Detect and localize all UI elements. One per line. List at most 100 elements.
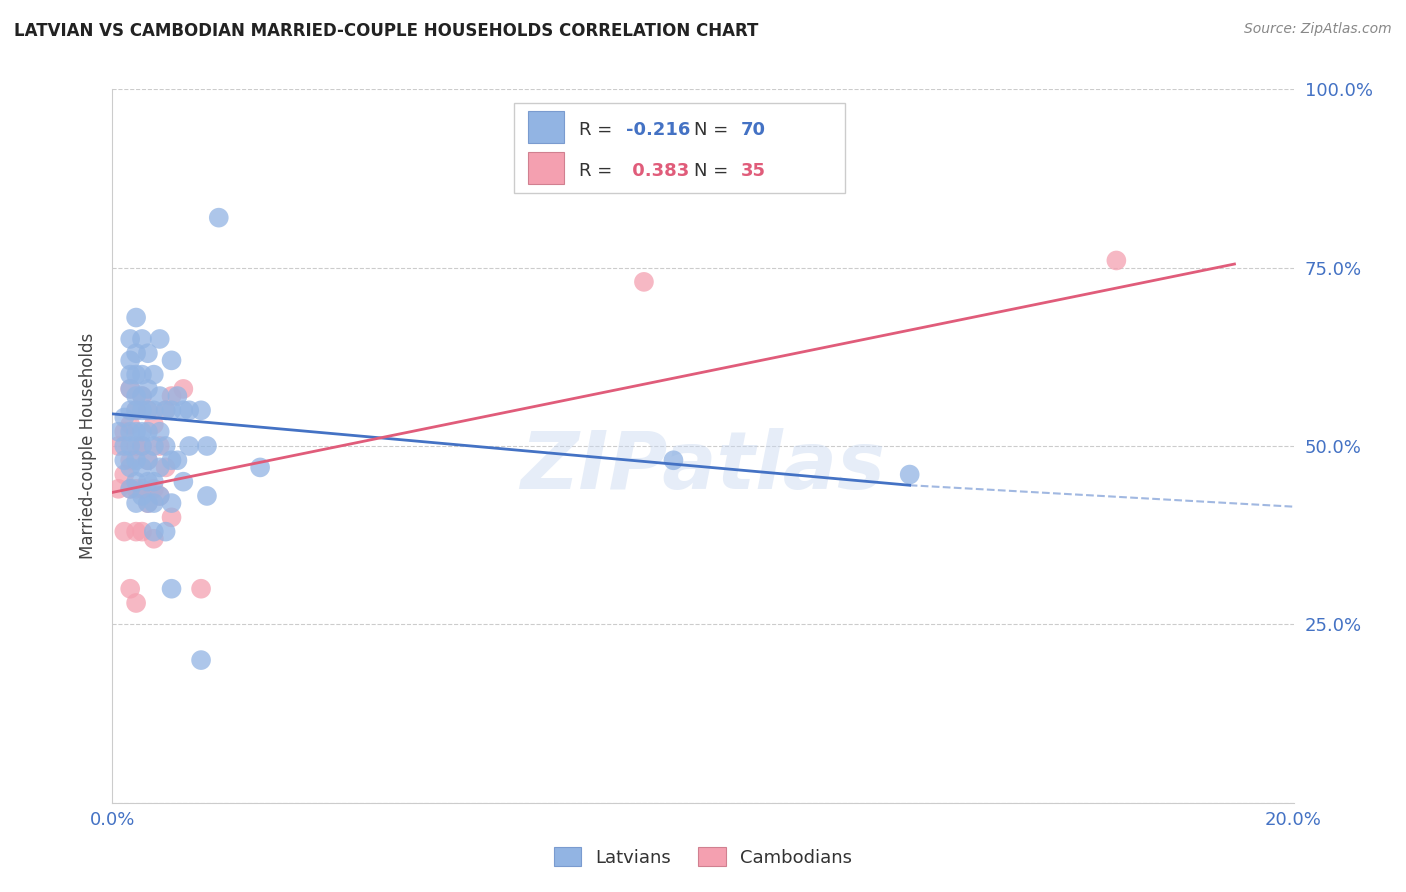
Point: [125, 403, 148, 417]
Point: [131, 389, 153, 403]
Text: 70: 70: [741, 121, 766, 139]
Point: [131, 439, 153, 453]
FancyBboxPatch shape: [529, 152, 564, 184]
Point: [249, 460, 271, 475]
Point: [125, 453, 148, 467]
Point: [155, 403, 177, 417]
Text: 35: 35: [741, 162, 766, 180]
Point: [107, 425, 129, 439]
Point: [120, 332, 142, 346]
Point: [120, 417, 142, 432]
Point: [149, 489, 172, 503]
Point: [131, 368, 153, 382]
Text: -0.216: -0.216: [626, 121, 690, 139]
Point: [662, 453, 685, 467]
Point: [142, 368, 165, 382]
Point: [160, 389, 183, 403]
Point: [125, 368, 148, 382]
Point: [120, 353, 142, 368]
Text: R =: R =: [579, 162, 619, 180]
Point: [125, 524, 148, 539]
Point: [120, 425, 142, 439]
Point: [112, 453, 135, 467]
Point: [136, 453, 159, 467]
Point: [112, 467, 135, 482]
Y-axis label: Married-couple Households: Married-couple Households: [79, 333, 97, 559]
Point: [160, 353, 183, 368]
Point: [125, 439, 148, 453]
Point: [131, 389, 153, 403]
Point: [142, 482, 165, 496]
Point: [125, 389, 148, 403]
Point: [142, 475, 165, 489]
Point: [120, 382, 142, 396]
Point: [149, 489, 172, 503]
Point: [208, 211, 231, 225]
Point: [120, 382, 142, 396]
Point: [131, 524, 153, 539]
Point: [136, 346, 159, 360]
Point: [125, 425, 148, 439]
Point: [160, 403, 183, 417]
Point: [125, 475, 148, 489]
Point: [131, 460, 153, 475]
Point: [120, 482, 142, 496]
Point: [160, 496, 183, 510]
Point: [136, 403, 159, 417]
Point: [179, 439, 201, 453]
Point: [149, 439, 172, 453]
Point: [166, 453, 188, 467]
Point: [149, 460, 172, 475]
Point: [125, 346, 148, 360]
Point: [179, 403, 201, 417]
Point: [131, 482, 153, 496]
Point: [120, 439, 142, 453]
Point: [120, 453, 142, 467]
Point: [155, 460, 177, 475]
Point: [136, 453, 159, 467]
Point: [112, 410, 135, 425]
Point: [195, 489, 218, 503]
Point: [142, 496, 165, 510]
Point: [142, 439, 165, 453]
Point: [142, 532, 165, 546]
Point: [112, 524, 135, 539]
Point: [195, 439, 218, 453]
Point: [190, 582, 212, 596]
Text: R =: R =: [579, 121, 619, 139]
FancyBboxPatch shape: [529, 111, 564, 143]
Point: [107, 482, 129, 496]
Point: [149, 425, 172, 439]
Point: [120, 403, 142, 417]
Point: [142, 524, 165, 539]
Point: [107, 439, 129, 453]
Point: [131, 425, 153, 439]
Point: [125, 482, 148, 496]
Point: [125, 596, 148, 610]
Point: [149, 389, 172, 403]
Point: [136, 425, 159, 439]
Point: [136, 496, 159, 510]
Point: [131, 332, 153, 346]
Point: [160, 510, 183, 524]
Text: N =: N =: [693, 121, 734, 139]
Point: [112, 439, 135, 453]
Point: [120, 460, 142, 475]
Point: [120, 482, 142, 496]
Point: [155, 403, 177, 417]
Point: [136, 403, 159, 417]
Point: [142, 403, 165, 417]
Point: [166, 389, 188, 403]
Point: [136, 496, 159, 510]
Point: [149, 332, 172, 346]
Point: [155, 524, 177, 539]
Point: [633, 275, 655, 289]
Point: [131, 439, 153, 453]
Point: [125, 496, 148, 510]
Point: [120, 582, 142, 596]
Text: N =: N =: [693, 162, 734, 180]
Point: [160, 582, 183, 596]
Point: [155, 439, 177, 453]
Point: [172, 403, 194, 417]
Text: 0.383: 0.383: [626, 162, 689, 180]
